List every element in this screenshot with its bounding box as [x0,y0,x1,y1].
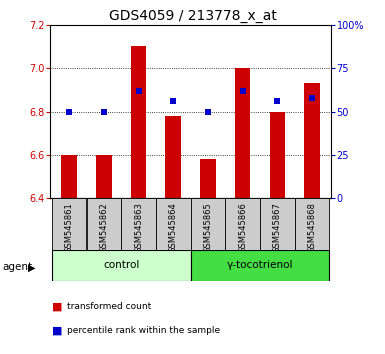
Text: control: control [103,261,139,270]
Text: ■: ■ [52,326,62,336]
Text: GSM545862: GSM545862 [99,202,108,253]
Text: transformed count: transformed count [67,302,152,311]
Bar [166,116,181,198]
Text: percentile rank within the sample: percentile rank within the sample [67,326,221,336]
Text: GSM545866: GSM545866 [238,202,247,253]
Bar [225,198,260,250]
Bar [156,198,191,250]
Bar [131,46,146,198]
Text: ▶: ▶ [28,262,35,272]
Bar [235,68,250,198]
Text: GSM545863: GSM545863 [134,202,143,253]
Bar [191,198,225,250]
Bar [270,112,285,198]
Text: GSM545864: GSM545864 [169,202,178,253]
Text: GSM545861: GSM545861 [65,202,74,253]
Bar [96,155,112,198]
Bar [260,198,295,250]
Text: GSM545868: GSM545868 [308,202,316,253]
Bar [52,250,191,281]
Bar [121,198,156,250]
Bar [295,198,329,250]
Bar [61,155,77,198]
Text: γ-tocotrienol: γ-tocotrienol [227,261,293,270]
Bar [191,250,329,281]
Text: agent: agent [2,262,32,272]
Text: GDS4059 / 213778_x_at: GDS4059 / 213778_x_at [109,9,276,23]
Bar [52,198,87,250]
Bar [304,83,320,198]
Text: ■: ■ [52,301,62,311]
Bar [200,159,216,198]
Text: GSM545867: GSM545867 [273,202,282,253]
Bar [87,198,121,250]
Text: GSM545865: GSM545865 [203,202,213,253]
